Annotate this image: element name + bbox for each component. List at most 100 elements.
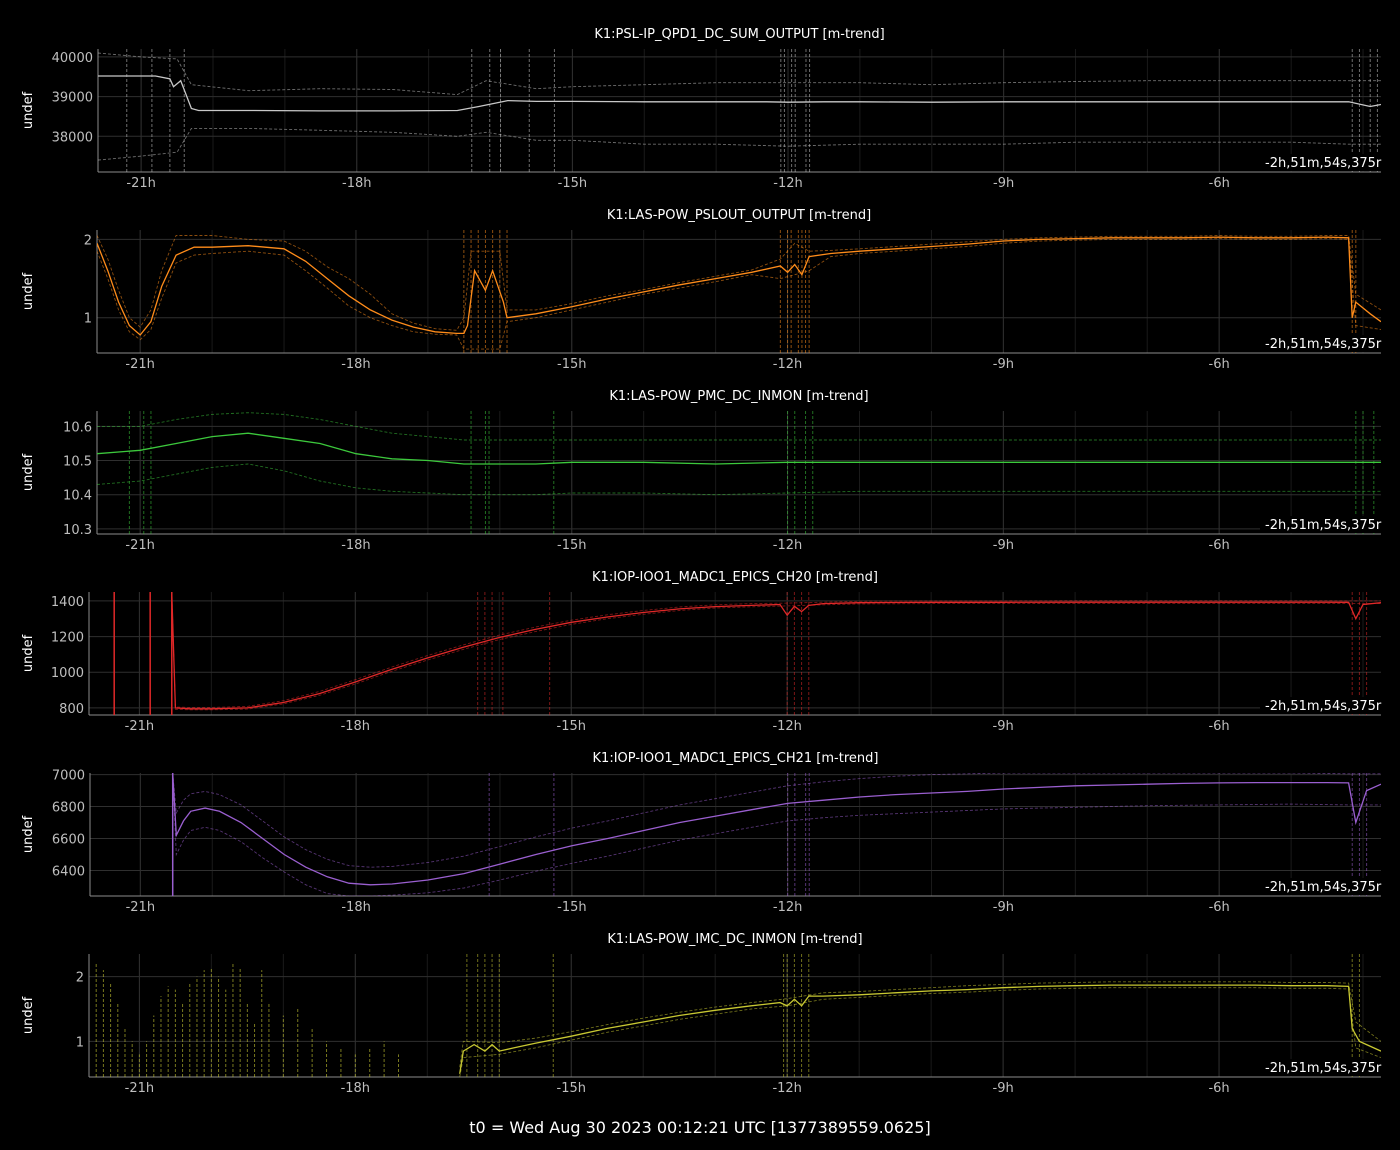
x-tick-label: -6h xyxy=(1208,719,1229,734)
y-tick-label: 10.6 xyxy=(63,420,92,435)
trend-panel-5: -21h -18h -15h -12h -9h -6h 6400 6600 6800 7000 K1… xyxy=(21,751,1382,915)
x-tick-label: -15h xyxy=(557,1081,586,1096)
y-axis-label: undef xyxy=(21,634,36,672)
panel-title: K1:LAS-POW_PSLOUT_OUTPUT [m-trend] xyxy=(607,208,871,223)
x-tick-label: -21h xyxy=(125,357,154,372)
end-label-backing xyxy=(1260,878,1381,895)
x-tick-label: -12h xyxy=(773,900,802,915)
plot-area xyxy=(95,954,1381,1077)
series-max-trace xyxy=(98,52,1381,96)
series-min-trace xyxy=(459,987,1381,1077)
x-tick-label: -9h xyxy=(993,176,1014,191)
x-tick-label: -9h xyxy=(993,900,1014,915)
end-time-label: -2h,51m,54s,375r xyxy=(1265,518,1382,533)
x-tick-label: -12h xyxy=(773,357,802,372)
y-tick-label: 2 xyxy=(76,971,84,986)
series-max-trace xyxy=(97,235,1381,331)
x-tick-label: -6h xyxy=(1209,357,1230,372)
x-tick-label: -9h xyxy=(993,719,1014,734)
panel-title: K1:LAS-POW_IMC_DC_INMON [m-trend] xyxy=(607,932,862,947)
end-time-label: -2h,51m,54s,375r xyxy=(1265,156,1382,171)
series-max-trace xyxy=(459,981,1381,1068)
end-time-label: -2h,51m,54s,375r xyxy=(1265,337,1382,352)
y-tick-label: 6600 xyxy=(52,832,85,847)
x-tick-label: -9h xyxy=(993,538,1014,553)
x-tick-label: -12h xyxy=(772,1081,801,1096)
plot-area xyxy=(113,592,1381,715)
trend-panel-4: -21h -18h -15h -12h -9h -6h 800 1000 1200 1400 K1:… xyxy=(21,570,1382,734)
y-tick-label: 2 xyxy=(84,233,92,248)
y-axis-label: undef xyxy=(21,91,36,129)
end-time-label: -2h,51m,54s,375r xyxy=(1265,880,1382,895)
series-mean-trace xyxy=(97,432,1381,465)
end-time-label: -2h,51m,54s,375r xyxy=(1265,1061,1382,1076)
x-tick-label: -15h xyxy=(558,176,587,191)
y-tick-label: 1200 xyxy=(51,631,84,646)
x-tick-label: -21h xyxy=(125,1081,154,1096)
noise-trace xyxy=(95,963,400,1077)
y-tick-label: 1 xyxy=(84,312,92,327)
end-label-backing xyxy=(1260,154,1381,171)
series-min-trace xyxy=(171,593,1381,711)
panel-title: K1:IOP-IOO1_MADC1_EPICS_CH20 [m-trend] xyxy=(592,570,878,585)
x-tick-label: -12h xyxy=(773,538,802,553)
panel-title: K1:PSL-IP_QPD1_DC_SUM_OUTPUT [m-trend] xyxy=(594,27,884,42)
y-tick-label: 39000 xyxy=(52,91,93,106)
series-max-trace xyxy=(172,773,1381,868)
series-mean-trace xyxy=(98,75,1381,112)
x-tick-label: -18h xyxy=(341,900,370,915)
series-max-trace xyxy=(171,593,1381,708)
x-tick-label: -18h xyxy=(341,719,370,734)
x-tick-label: -12h xyxy=(772,719,801,734)
y-tick-label: 1400 xyxy=(51,595,84,610)
x-tick-label: -15h xyxy=(557,719,586,734)
x-tick-label: -21h xyxy=(125,719,154,734)
trend-panel-1: -21h -18h -15h -12h -9h -6h 38000 39000 40000 K1:… xyxy=(21,27,1382,191)
x-tick-label: -18h xyxy=(341,538,370,553)
trend-panel-3: -21h -18h -15h -12h -9h -6h 10.3 10.4 10.5 10.6 K1… xyxy=(21,389,1382,553)
trend-panel-6: -21h -18h -15h -12h -9h -6h 1 2 K1:LAS-POW_IMC_D… xyxy=(21,932,1382,1096)
end-label-backing xyxy=(1260,516,1381,533)
x-tick-label: -15h xyxy=(557,900,586,915)
series-mean-trace xyxy=(171,593,1381,710)
y-tick-label: 7000 xyxy=(52,769,85,784)
x-tick-label: -6h xyxy=(1209,538,1230,553)
end-label-backing xyxy=(1260,1059,1381,1076)
trend-panel-2: -21h -18h -15h -12h -9h -6h 1 2 K1:LAS-POW_PSLOU… xyxy=(21,208,1382,372)
y-tick-label: 10.3 xyxy=(63,523,92,538)
t0-footer: t0 = Wed Aug 30 2023 00:12:21 UTC [13773… xyxy=(469,1118,930,1137)
x-tick-label: -15h xyxy=(557,357,586,372)
x-tick-label: -21h xyxy=(125,538,154,553)
x-tick-label: -18h xyxy=(341,1081,370,1096)
end-label-backing xyxy=(1260,697,1381,714)
y-axis-label: undef xyxy=(21,815,36,853)
y-tick-label: 1000 xyxy=(51,666,84,681)
plot-area xyxy=(98,49,1381,172)
x-tick-label: -6h xyxy=(1209,900,1230,915)
panel-title: K1:IOP-IOO1_MADC1_EPICS_CH21 [m-trend] xyxy=(593,751,879,766)
series-max-trace xyxy=(97,412,1381,441)
series-min-trace xyxy=(172,773,1381,896)
x-tick-label: -9h xyxy=(993,1081,1014,1096)
y-tick-label: 6400 xyxy=(52,864,85,879)
x-tick-label: -21h xyxy=(126,176,155,191)
y-axis-label: undef xyxy=(21,272,36,310)
end-time-label: -2h,51m,54s,375r xyxy=(1265,699,1382,714)
x-tick-label: -6h xyxy=(1208,1081,1229,1096)
panel-title: K1:LAS-POW_PMC_DC_INMON [m-trend] xyxy=(609,389,868,404)
series-min-trace xyxy=(97,463,1381,496)
y-tick-label: 10.5 xyxy=(63,455,92,470)
y-axis-label: undef xyxy=(21,996,36,1034)
x-tick-label: -15h xyxy=(557,538,586,553)
plot-area xyxy=(171,773,1381,896)
x-tick-label: -9h xyxy=(993,357,1014,372)
series-min-trace xyxy=(97,238,1381,350)
y-tick-label: 6800 xyxy=(52,801,85,816)
y-tick-label: 38000 xyxy=(52,130,93,145)
series-mean-trace xyxy=(97,236,1381,336)
plot-area xyxy=(97,230,1381,353)
end-label-backing xyxy=(1260,335,1381,352)
x-tick-label: -12h xyxy=(773,176,802,191)
x-tick-label: -18h xyxy=(341,357,370,372)
